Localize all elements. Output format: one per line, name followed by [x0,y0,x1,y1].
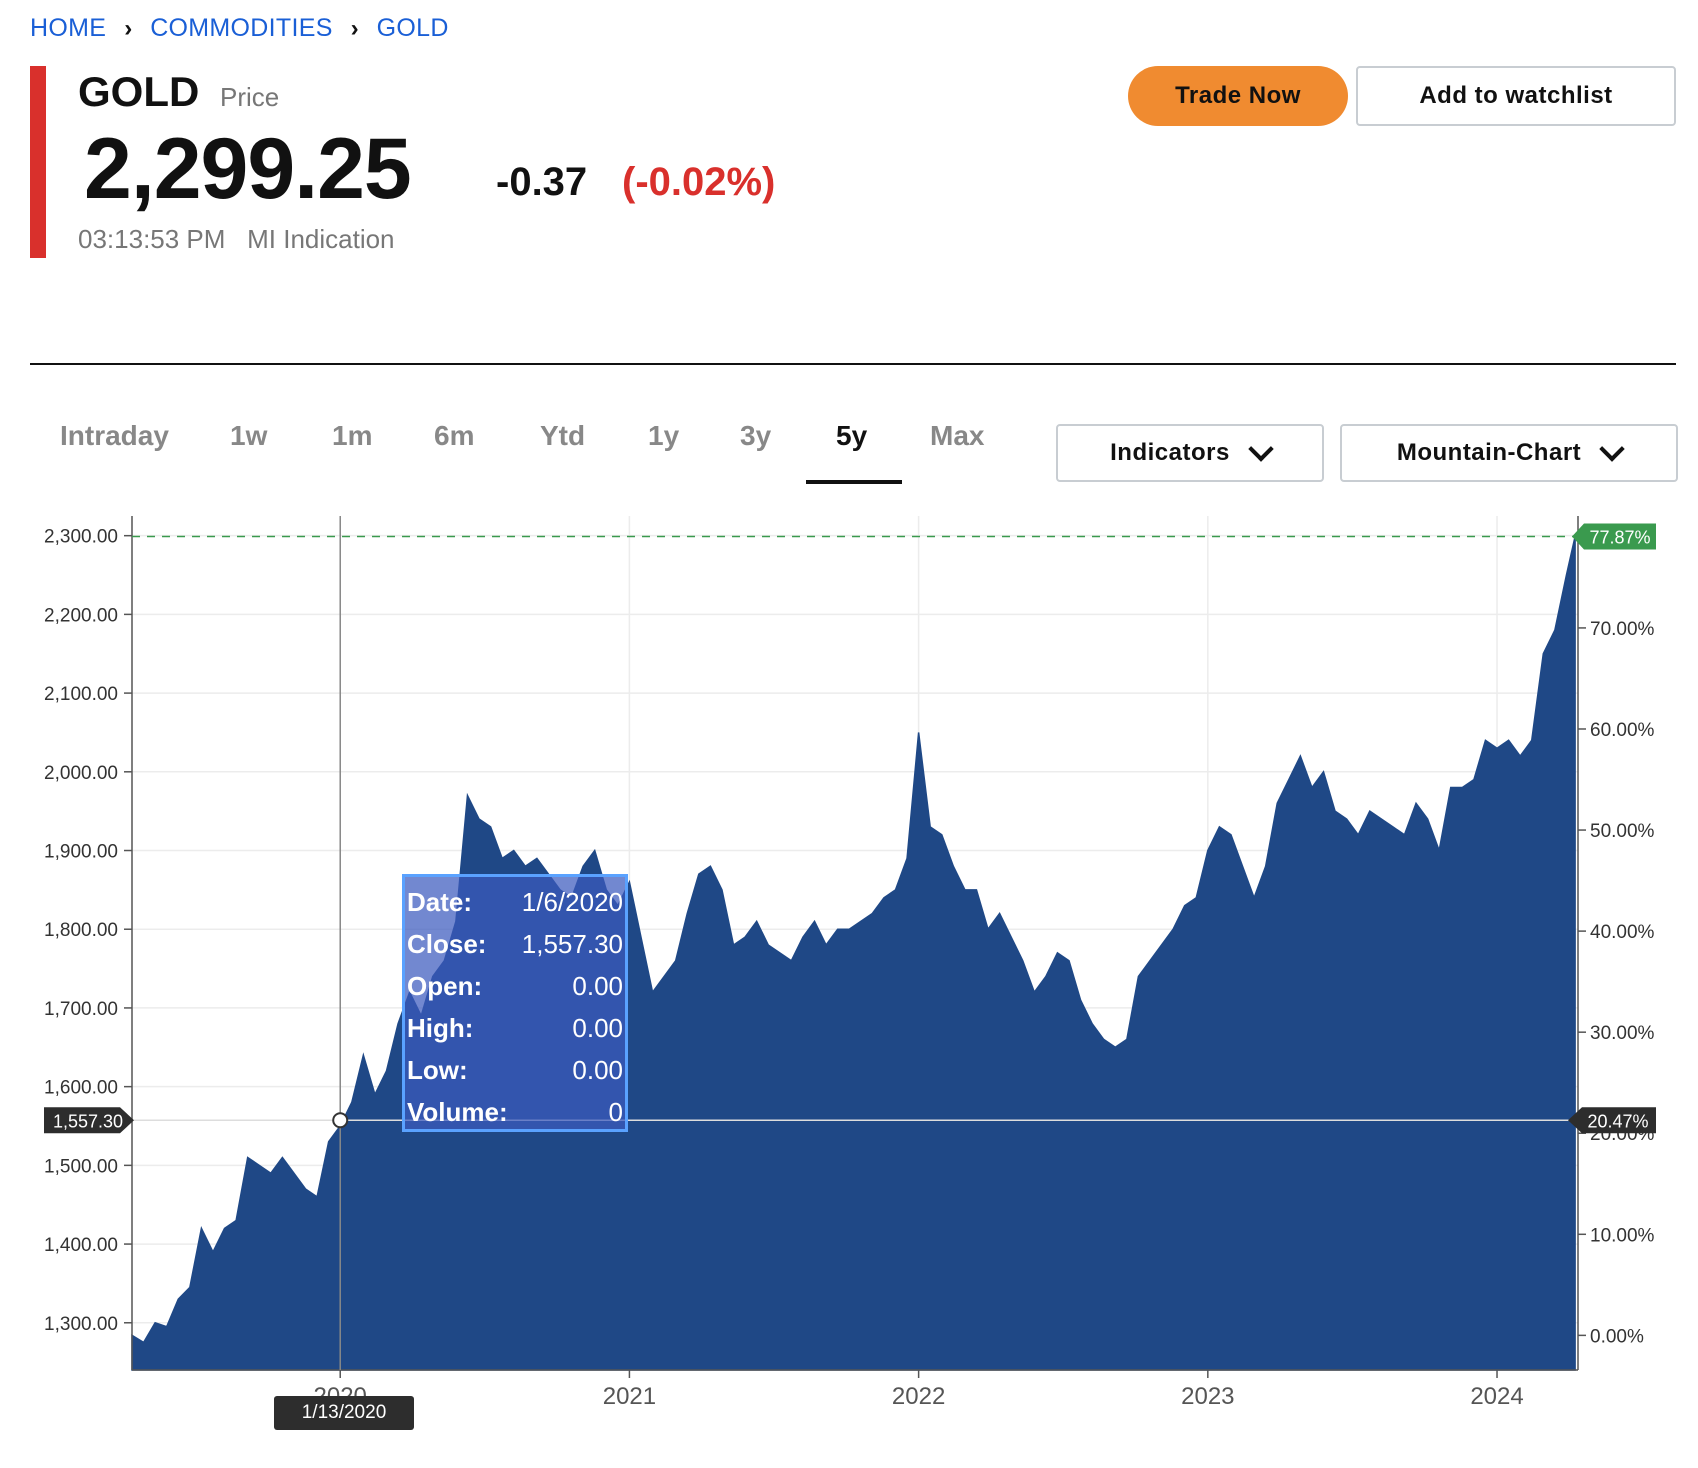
price-area-series [132,536,1575,1370]
crosshair-marker [333,1113,347,1127]
price-chart[interactable]: 1,300.00 1,400.00 1,500.00 1,600.00 1,700.00… [0,500,1698,1440]
y2-tick-label: 40.00% [1590,922,1655,943]
tooltip-volume: 0 [609,1097,623,1128]
y-tick-label: 1,600.00 [44,1078,118,1099]
chevron-down-icon [1248,436,1273,461]
y-tick-label: 2,200.00 [44,605,118,626]
tab-3y[interactable]: 3y [740,420,771,452]
trade-now-button[interactable]: Trade Now [1128,66,1348,126]
price-indication: MI Indication [247,224,394,254]
chart-type-dropdown[interactable]: Mountain-Chart [1340,424,1678,482]
y-tick-label: 1,800.00 [44,920,118,941]
add-to-watchlist-button[interactable]: Add to watchlist [1356,66,1676,126]
chart-tooltip: Date: 1/6/2020 Close: 1,557.30 Open: 0.00 H… [402,874,628,1132]
tab-max[interactable]: Max [930,420,984,452]
tooltip-low-label: Low: [407,1055,468,1086]
y-tick-label: 1,400.00 [44,1235,118,1256]
tab-1y[interactable]: 1y [648,420,679,452]
y-tick-label: 1,700.00 [44,999,118,1020]
y-tick-label: 2,100.00 [44,684,118,705]
tab-1w[interactable]: 1w [230,420,267,452]
chevron-right-icon: › [333,15,377,43]
x-tick-label: 2023 [1181,1383,1234,1410]
price-timestamp: 03:13:53 PM MI Indication [78,224,395,255]
x-tick-label: 2024 [1470,1383,1523,1410]
tooltip-open-label: Open: [407,971,482,1002]
price-time: 03:13:53 PM [78,224,225,254]
y2-tick-label: 10.00% [1590,1225,1655,1246]
price-accent-bar [30,66,46,258]
y2-tick-label: 0.00% [1590,1326,1644,1347]
x-tick-label: 2022 [892,1383,945,1410]
chevron-right-icon: › [106,15,150,43]
tooltip-date-label: Date: [407,887,472,918]
y2-tick-label: 50.00% [1590,821,1655,842]
tooltip-high: 0.00 [572,1013,623,1044]
tooltip-date: 1/6/2020 [522,887,623,918]
tooltip-close: 1,557.30 [522,929,623,960]
breadcrumb: HOME › COMMODITIES › GOLD [30,14,449,43]
ticker-subtitle: Price [220,82,279,113]
indicators-label: Indicators [1110,439,1230,467]
y-tick-label: 2,000.00 [44,763,118,784]
y2-tick-label: 70.00% [1590,619,1655,640]
tab-1m[interactable]: 1m [332,420,372,452]
price-change: -0.37 [496,160,587,205]
tooltip-low: 0.00 [572,1055,623,1086]
chevron-down-icon [1599,436,1624,461]
crosshair-pct-label: 20.47% [1587,1111,1648,1131]
tooltip-close-label: Close: [407,929,486,960]
crosshair-price-label: 1,557.30 [53,1111,123,1131]
breadcrumb-home[interactable]: HOME [30,14,106,43]
section-divider [30,363,1676,365]
tab-intraday[interactable]: Intraday [60,420,169,452]
last-pct-label: 77.87% [1589,527,1650,547]
tooltip-volume-label: Volume: [407,1097,508,1128]
tooltip-open: 0.00 [572,971,623,1002]
breadcrumb-gold[interactable]: GOLD [377,14,449,43]
x-tick-label: 2021 [603,1383,656,1410]
tooltip-high-label: High: [407,1013,473,1044]
y-tick-label: 2,300.00 [44,527,118,548]
active-tab-underline [806,480,902,484]
chart-type-label: Mountain-Chart [1397,439,1581,467]
current-price: 2,299.25 [84,120,411,219]
y-tick-label: 1,300.00 [44,1314,118,1335]
indicators-dropdown[interactable]: Indicators [1056,424,1324,482]
price-change-percent: (-0.02%) [622,160,775,205]
y2-tick-label: 60.00% [1590,720,1655,741]
y-tick-label: 1,900.00 [44,842,118,863]
y2-tick-label: 30.00% [1590,1023,1655,1044]
crosshair-date-label: 1/13/2020 [274,1396,414,1430]
breadcrumb-commodities[interactable]: COMMODITIES [150,14,332,43]
y-tick-label: 1,500.00 [44,1156,118,1177]
tab-ytd[interactable]: Ytd [540,420,585,452]
tab-5y[interactable]: 5y [836,420,867,452]
ticker-symbol: GOLD [78,68,199,116]
tab-6m[interactable]: 6m [434,420,474,452]
